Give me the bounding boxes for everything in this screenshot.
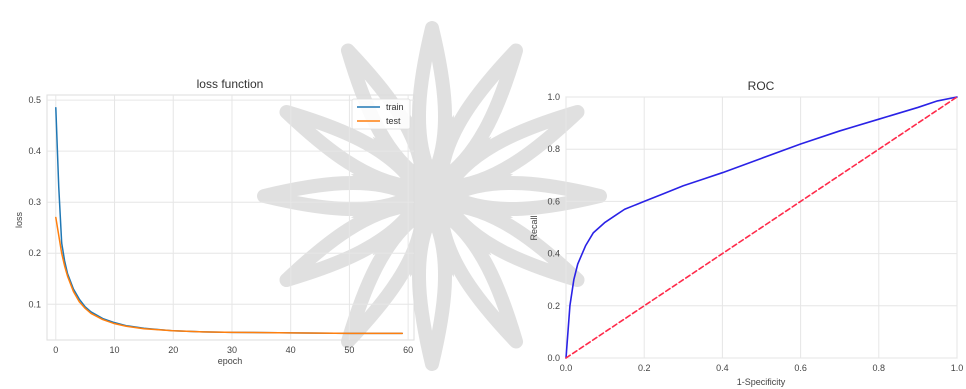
watermark-inner-petal	[439, 203, 492, 256]
loss-function-chart: 0 10 20 30 40 50 60 0.1 0.2 0.3 0.4 0.5 loss funct…	[14, 77, 415, 366]
roc-y-ticks: 0.0 0.2 0.4 0.6 0.8 1.0	[547, 92, 560, 363]
watermark-inner-petal	[409, 114, 432, 187]
loss-y-tick-label: 0.5	[28, 95, 41, 105]
roc-y-tick-label: 0.2	[547, 301, 560, 311]
roc-gridlines	[565, 96, 958, 359]
loss-x-tick-label: 20	[168, 345, 178, 355]
loss-series-test-line	[55, 216, 404, 335]
legend-test-label: test	[386, 116, 401, 126]
roc-series-chance-line	[565, 96, 958, 359]
watermark-inner-petal	[350, 173, 423, 196]
loss-y-axis-label: loss	[14, 212, 24, 229]
loss-x-tick-label: 60	[403, 345, 413, 355]
roc-x-tick-label: 0.0	[560, 363, 573, 373]
watermark-inner-petal	[441, 173, 514, 196]
loss-y-tick-label: 0.1	[28, 299, 41, 309]
watermark-inner-petal	[372, 136, 425, 189]
roc-y-axis-label: Recall	[529, 215, 539, 240]
watermark-inner-petal	[441, 196, 514, 219]
watermark-inner-petal	[409, 205, 432, 278]
legend-train-label: train	[386, 102, 404, 112]
roc-x-tick-label: 0.2	[638, 363, 651, 373]
watermark-inner-petal	[432, 205, 455, 278]
loss-x-tick-label: 40	[286, 345, 296, 355]
loss-x-ticks: 0 10 20 30 40 50 60	[53, 345, 413, 355]
watermark-inner-petal	[439, 136, 492, 189]
loss-y-tick-label: 0.4	[28, 146, 41, 156]
roc-x-tick-label: 0.8	[873, 363, 886, 373]
roc-y-tick-label: 0.8	[547, 144, 560, 154]
loss-legend: train test	[351, 98, 411, 130]
roc-x-tick-label: 1.0	[951, 363, 964, 373]
loss-x-axis-label: epoch	[218, 356, 243, 366]
roc-series-group	[565, 96, 958, 359]
loss-plot-area	[46, 94, 415, 341]
roc-y-tick-label: 1.0	[547, 92, 560, 102]
watermark-inner-petal	[432, 114, 455, 187]
loss-x-tick-label: 0	[53, 345, 58, 355]
roc-x-tick-label: 0.6	[794, 363, 807, 373]
roc-y-tick-label: 0.4	[547, 249, 560, 259]
loss-y-tick-label: 0.3	[28, 197, 41, 207]
loss-x-tick-label: 50	[344, 345, 354, 355]
loss-x-tick-label: 30	[227, 345, 237, 355]
roc-series-roc-curve-line	[565, 96, 958, 359]
watermark-inner-petal	[372, 203, 425, 256]
loss-chart-title: loss function	[197, 77, 264, 91]
loss-y-tick-label: 0.2	[28, 248, 41, 258]
loss-series-group	[55, 107, 404, 335]
roc-x-ticks: 0.0 0.2 0.4 0.6 0.8 1.0	[560, 363, 964, 373]
roc-y-tick-label: 0.0	[547, 353, 560, 363]
mandala-watermark-icon	[257, 21, 607, 371]
roc-x-axis-label: 1-Specificity	[737, 377, 786, 387]
loss-x-tick-label: 10	[110, 345, 120, 355]
watermark-center	[416, 180, 448, 212]
roc-x-tick-label: 0.4	[716, 363, 729, 373]
roc-y-tick-label: 0.6	[547, 196, 560, 206]
loss-y-ticks: 0.1 0.2 0.3 0.4 0.5	[28, 95, 41, 309]
roc-chart: 0.0 0.2 0.4 0.6 0.8 1.0 0.0 0.2 0.4 0.6 0.8 1.0 RO…	[529, 79, 963, 387]
roc-chart-title: ROC	[748, 79, 775, 93]
